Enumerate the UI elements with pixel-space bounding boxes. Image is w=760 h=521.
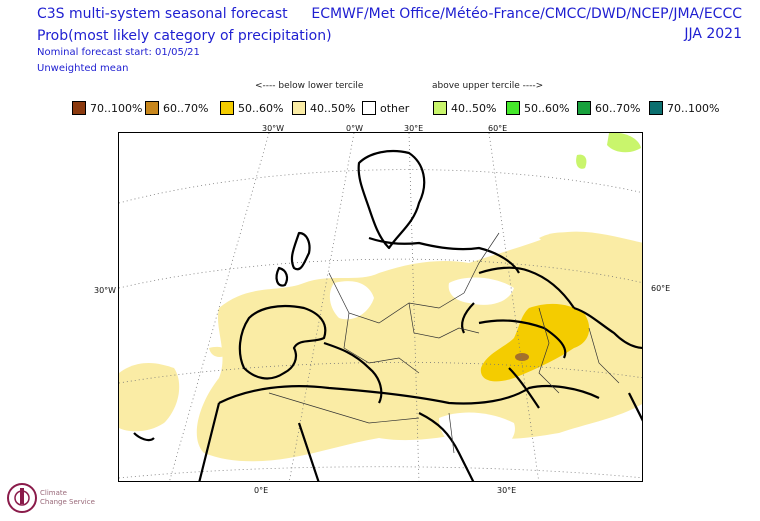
other-areas [329, 277, 515, 453]
above-40-50-areas [576, 133, 641, 169]
season-label: JJA 2021 [684, 26, 742, 42]
legend-label: 70..100% [667, 102, 720, 115]
legend-below-label: <---- below lower tercile [255, 81, 364, 91]
legend-label: 60..70% [163, 102, 209, 115]
lon-label-top: 30°E [404, 124, 424, 133]
logo-text-line-1: Climate [40, 489, 67, 497]
legend-label: 40..50% [310, 102, 356, 115]
legend-swatch [362, 101, 376, 115]
below-60-70-spot [515, 353, 529, 361]
lon-label-top: 30°W [262, 124, 285, 133]
logo-text-line-2: Change Service [40, 498, 95, 506]
legend-swatch [506, 101, 520, 115]
below-50-60-areas [480, 303, 590, 382]
forecast-centers: ECMWF/Met Office/Météo-France/CMCC/DWD/N… [311, 6, 742, 22]
lon-label-bottom: 30°E [497, 486, 517, 495]
title-line-2: Prob(most likely category of precipitati… [37, 28, 332, 44]
legend-label: 70..100% [90, 102, 143, 115]
legend-label: 50..60% [238, 102, 284, 115]
legend-swatch [72, 101, 86, 115]
lon-label-bottom: 0°E [254, 486, 269, 495]
legend-label: 40..50% [451, 102, 497, 115]
legend-swatch [433, 101, 447, 115]
legend-swatch [220, 101, 234, 115]
lon-label-top: 60°E [488, 124, 508, 133]
title-line-1: C3S multi-system seasonal forecast [37, 6, 288, 22]
lat-label-right: 60°E [651, 284, 671, 293]
legend-swatch [577, 101, 591, 115]
forecast-map [118, 132, 643, 482]
lon-label-top: 0°W [346, 124, 363, 133]
copernicus-logo [7, 483, 37, 513]
coastlines [133, 149, 642, 481]
lat-label-left: 30°W [94, 286, 117, 295]
legend-label: 50..60% [524, 102, 570, 115]
legend-label: other [380, 102, 410, 115]
legend-above-label: above upper tercile ----> [432, 81, 544, 91]
below-40-50-areas [119, 231, 642, 462]
map-canvas [119, 133, 642, 481]
forecast-start: Nominal forecast start: 01/05/21 [37, 47, 200, 58]
country-borders [268, 232, 620, 454]
legend-swatch [145, 101, 159, 115]
legend-swatch [649, 101, 663, 115]
mean-type: Unweighted mean [37, 63, 129, 74]
legend-label: 60..70% [595, 102, 641, 115]
legend-swatch [292, 101, 306, 115]
